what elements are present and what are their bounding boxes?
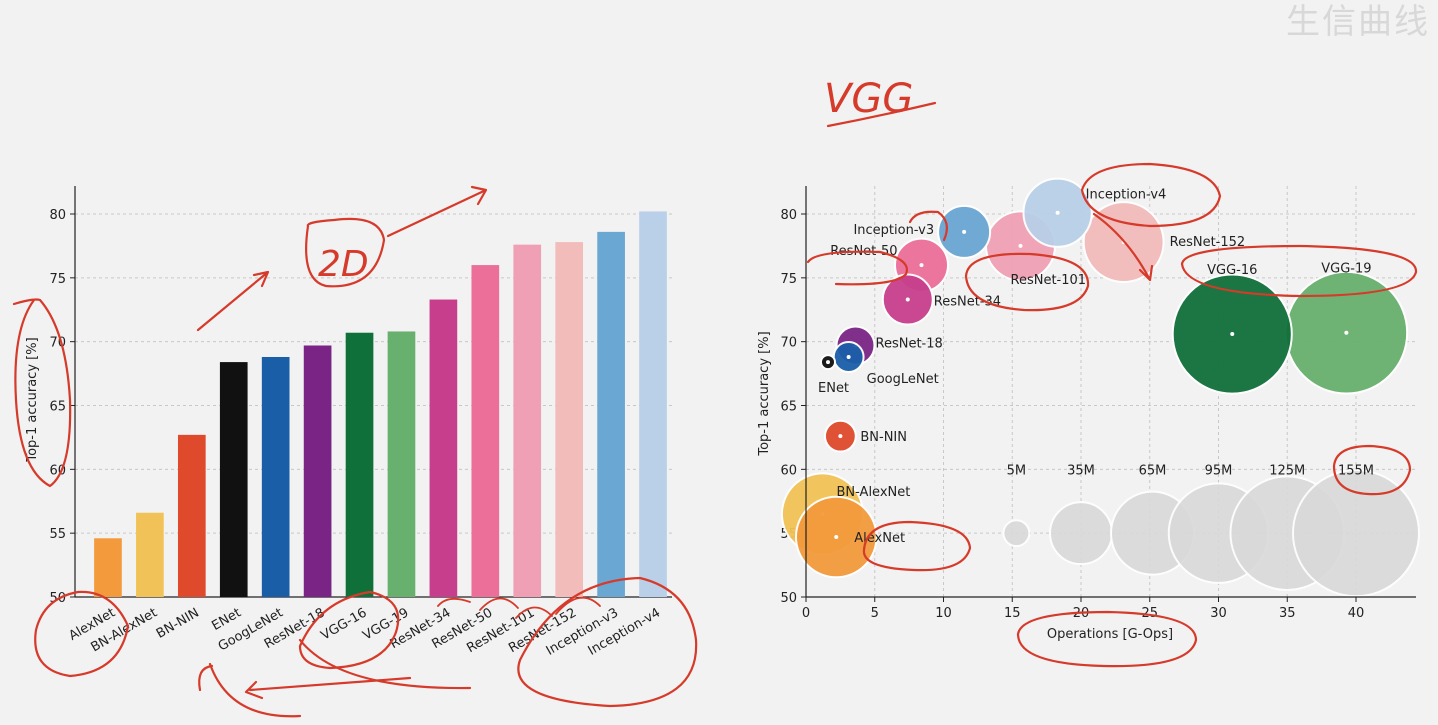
size-legend-label: 5M <box>1007 463 1027 478</box>
bubble-label: BN-AlexNet <box>837 485 911 500</box>
xlabel-circle <box>1016 610 1198 668</box>
y-tick-label: 65 <box>49 400 66 415</box>
y-tick-label: 55 <box>49 527 66 542</box>
x-tick-label: 10 <box>935 606 952 621</box>
bubble-label: Inception-v3 <box>853 223 934 238</box>
inception-v3-mark <box>908 210 949 242</box>
bar-inception-v4 <box>639 211 667 598</box>
x-tick-label: 35 <box>1279 606 1296 621</box>
2d-note-circle <box>305 217 386 288</box>
bubble-center-dot <box>834 534 839 539</box>
bubble-label: BN-NIN <box>860 430 907 445</box>
size-legend-bubble <box>1049 501 1113 566</box>
bubble-center-dot <box>962 229 967 234</box>
alexnet-circle <box>862 520 972 572</box>
size-legend-label: 65M <box>1139 463 1167 478</box>
bubble-center-dot <box>919 263 924 268</box>
bubble-label: AlexNet <box>854 531 905 546</box>
bubble-chart: 5055606570758005101520253035405M35M65M95… <box>757 177 1421 642</box>
bubble-center-dot <box>1344 330 1349 335</box>
bubble-center-dot <box>826 360 830 365</box>
bar-enet <box>219 362 248 597</box>
y-tick-label: 70 <box>780 336 797 351</box>
resnet-101-circle <box>964 252 1090 312</box>
x-tick-label: BN-NIN <box>154 605 202 641</box>
vgg-handwritten-note: VGG <box>824 76 913 122</box>
bar-resnet-18 <box>303 345 332 597</box>
size-legend-label: 125M <box>1269 463 1305 478</box>
bubble-label: ResNet-101 <box>1011 273 1087 288</box>
bar-inception-v3 <box>597 231 625 597</box>
size-legend-label: 95M <box>1205 463 1233 478</box>
y-tick-label: 80 <box>49 208 66 223</box>
x-tick-label: 25 <box>1141 606 1158 621</box>
size-legend-label: 155M <box>1338 463 1374 478</box>
bar-resnet-101 <box>513 244 542 597</box>
y-tick-label: 75 <box>49 272 66 287</box>
bubble-label: VGG-16 <box>1207 263 1257 278</box>
bar-resnet-152 <box>555 242 584 597</box>
resnet-label-marks <box>437 596 601 619</box>
y-tick-label: 60 <box>780 463 797 478</box>
bubble-center-dot <box>1018 243 1023 248</box>
bubble-label: ResNet-152 <box>1170 235 1246 250</box>
vgg-underline <box>826 101 937 128</box>
bar-googlenet <box>261 356 290 597</box>
x-tick-label: 5 <box>871 606 879 621</box>
y-tick-label: 65 <box>780 400 797 415</box>
x-tick-label: 15 <box>1004 606 1021 621</box>
ylabel-circle <box>12 298 72 488</box>
x-tick-label: 30 <box>1210 606 1227 621</box>
y-tick-label: 80 <box>780 208 797 223</box>
155m-circle <box>1332 444 1412 496</box>
bar-resnet-50 <box>471 265 500 597</box>
bubble-center-dot <box>846 354 851 359</box>
bubble-label: ENet <box>818 381 849 396</box>
size-legend-bubble <box>1291 469 1421 598</box>
vgg-label-circle <box>298 590 400 670</box>
y-axis-label: Top-1 accuracy [%] <box>25 337 40 462</box>
y-tick-label: 75 <box>780 272 797 287</box>
trend-arrow-icon <box>196 270 270 332</box>
size-legend-bubble <box>1002 519 1031 548</box>
bubble-center-dot <box>838 434 843 439</box>
size-legend-label: 35M <box>1067 463 1095 478</box>
x-axis-label: Operations [G-Ops] <box>1047 627 1173 642</box>
bar-bn-alexnet <box>136 512 164 597</box>
bubble-center-dot <box>905 297 910 302</box>
bubble-label: Inception-v4 <box>1086 188 1167 203</box>
resnet-50-mark <box>806 250 909 286</box>
bar-bn-nin <box>177 434 206 597</box>
trend-arrow-icon <box>386 185 488 238</box>
bubble-center-dot <box>1230 332 1235 337</box>
2d-handwritten-note: 2D <box>318 244 369 285</box>
bar-resnet-34 <box>429 299 458 597</box>
x-tick-label: 0 <box>802 606 810 621</box>
x-tick-label: 40 <box>1348 606 1365 621</box>
scribble-mark <box>198 664 214 692</box>
vgg-circle <box>1180 244 1418 298</box>
bubble-label: VGG-19 <box>1321 262 1371 277</box>
y-axis-label: Top-1 accuracy [%] <box>757 331 772 456</box>
bubble-center-dot <box>1055 210 1060 215</box>
bubble-label: ResNet-18 <box>876 336 943 351</box>
bubble-label: GoogLeNet <box>867 372 939 387</box>
bar-vgg-19 <box>387 331 416 597</box>
handwritten-annotations: VGG 2D <box>12 76 1418 718</box>
y-tick-label: 50 <box>780 591 797 606</box>
alexnet-label-circle <box>34 590 130 678</box>
bar-vgg-16 <box>345 332 374 597</box>
inception-v4-circle <box>1080 162 1222 228</box>
bar-alexnet <box>94 538 122 597</box>
watermark-text: 生信曲线 <box>1286 2 1430 42</box>
bubble-label: ResNet-34 <box>934 295 1001 310</box>
scribble-arrows <box>208 638 472 718</box>
inception-label-circle <box>517 576 698 708</box>
inception-v4-arrow-icon <box>1092 212 1154 282</box>
